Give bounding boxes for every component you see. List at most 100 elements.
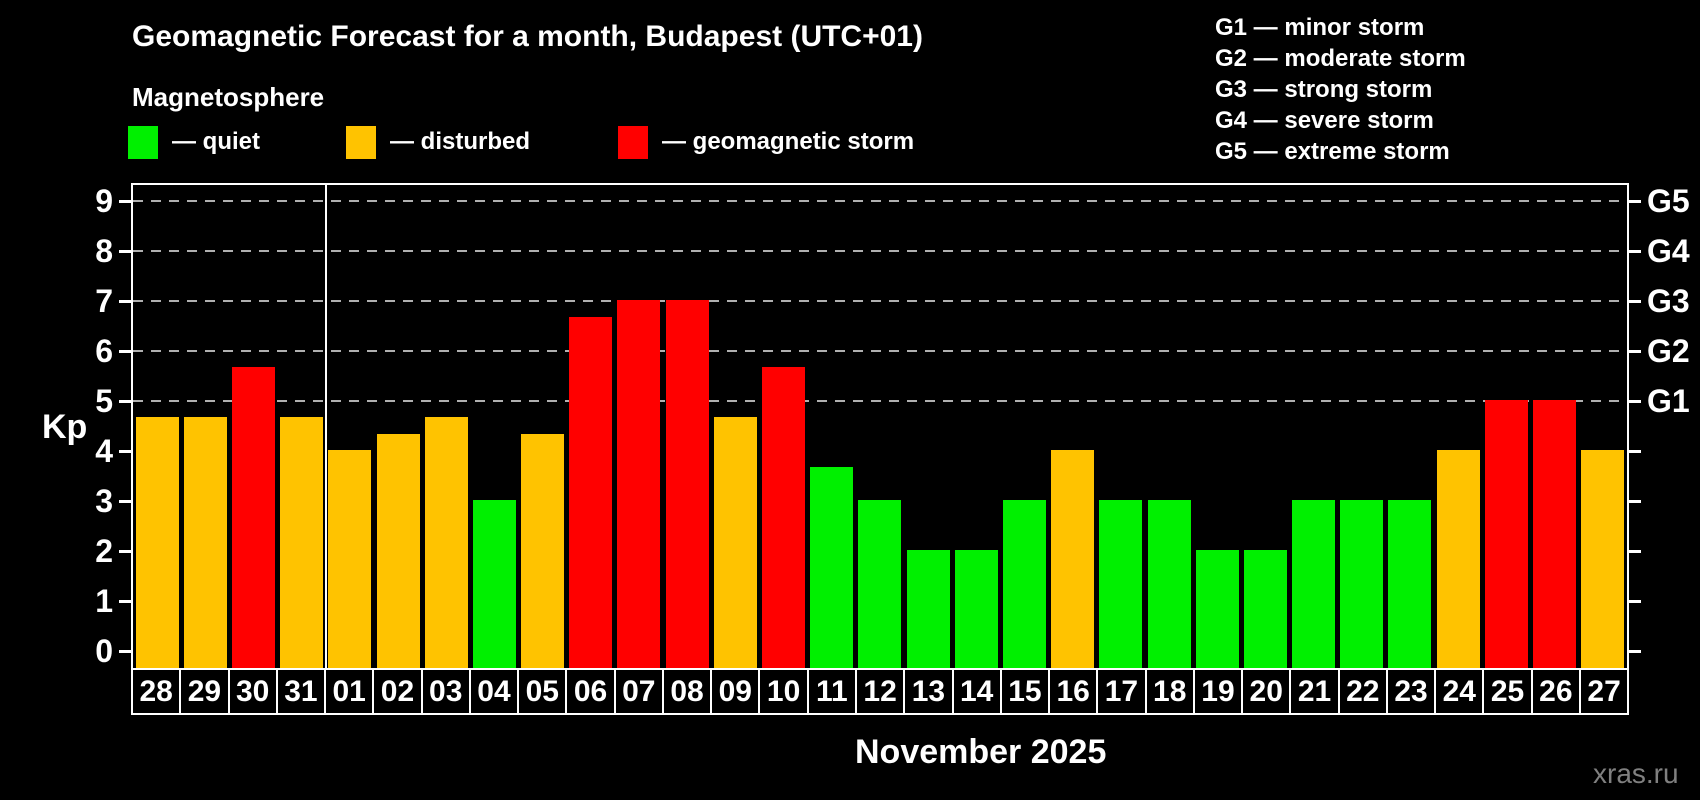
bar-slot-15	[1000, 185, 1048, 668]
bar-day-24	[1436, 450, 1480, 668]
day-cell-01: 01	[324, 668, 375, 715]
g-scale-line-g2: G2 — moderate storm	[1215, 45, 1466, 72]
bar-slot-21	[1290, 185, 1338, 668]
bar-slot-06	[567, 185, 615, 668]
left-tick-kp9	[119, 200, 131, 203]
bar-day-19	[1195, 550, 1239, 668]
legend-item-storm: — geomagnetic storm	[618, 124, 914, 160]
day-cell-11: 11	[806, 668, 857, 715]
left-tick-kp3	[119, 500, 131, 503]
g-scale-line-g1: G1 — minor storm	[1215, 14, 1425, 41]
y-tick-label-3: 3	[95, 483, 113, 519]
bar-day-01	[328, 450, 372, 668]
right-tick-kp9	[1629, 200, 1641, 203]
bar-slot-20	[1241, 185, 1289, 668]
bar-day-25	[1484, 400, 1528, 668]
day-cell-22: 22	[1337, 668, 1388, 715]
quiet-color-swatch	[128, 125, 158, 159]
bar-slot-11	[808, 185, 856, 668]
bar-day-06	[569, 316, 613, 668]
y-axis-title: Kp	[42, 408, 88, 446]
right-tick-kp8	[1629, 250, 1641, 253]
day-cell-10: 10	[758, 668, 809, 715]
gridline-kp8	[133, 250, 1627, 252]
bar-slot-24	[1434, 185, 1482, 668]
left-tick-kp5	[119, 400, 131, 403]
bars-container	[133, 185, 1627, 668]
right-tick-kp4	[1629, 450, 1641, 453]
day-cell-08: 08	[661, 668, 713, 715]
gridline-kp5	[133, 400, 1627, 402]
day-cell-05: 05	[517, 668, 568, 715]
bar-day-27	[1581, 450, 1625, 668]
bar-day-28	[135, 416, 179, 668]
day-cell-18: 18	[1144, 668, 1195, 715]
bar-slot-25	[1482, 185, 1530, 668]
day-cell-17: 17	[1096, 668, 1147, 715]
day-cell-24: 24	[1434, 668, 1485, 715]
day-cell-20: 20	[1241, 668, 1292, 715]
right-axis-label-g1: G1	[1647, 383, 1690, 419]
bar-day-04	[472, 500, 516, 668]
bar-slot-22	[1338, 185, 1386, 668]
bar-day-13	[906, 550, 950, 668]
gridline-kp7	[133, 300, 1627, 302]
left-tick-kp4	[119, 450, 131, 453]
right-tick-kp5	[1629, 400, 1641, 403]
day-cell-28: 28	[131, 668, 182, 715]
bar-slot-05	[519, 185, 567, 668]
left-tick-kp8	[119, 250, 131, 253]
bar-day-05	[521, 433, 565, 668]
bar-slot-30	[229, 185, 277, 668]
bar-day-22	[1340, 500, 1384, 668]
left-tick-kp6	[119, 350, 131, 353]
legend-label: — disturbed	[390, 128, 531, 155]
day-cell-06: 06	[565, 668, 616, 715]
bar-day-11	[810, 466, 854, 668]
day-cell-19: 19	[1192, 668, 1244, 715]
bar-day-08	[665, 300, 709, 668]
bar-day-21	[1292, 500, 1336, 668]
bar-slot-01	[326, 185, 374, 668]
bar-day-07	[617, 300, 661, 668]
bar-slot-29	[181, 185, 229, 668]
day-cell-04: 04	[468, 668, 520, 715]
bar-day-31	[280, 416, 324, 668]
bar-day-30	[231, 366, 275, 668]
bar-slot-14	[952, 185, 1000, 668]
legend-label: — quiet	[172, 128, 260, 155]
chart-subtitle: Magnetosphere	[132, 82, 325, 112]
y-tick-label-9: 9	[95, 183, 113, 219]
magnetosphere-legend: — quiet — disturbed — geomagnetic storm	[0, 124, 1100, 164]
day-cell-21: 21	[1289, 668, 1340, 715]
g-scale-line-g5: G5 — extreme storm	[1215, 138, 1450, 165]
left-tick-kp2	[119, 550, 131, 553]
day-cell-16: 16	[1048, 668, 1099, 715]
y-tick-label-7: 7	[95, 283, 113, 319]
legend-item-disturbed: — disturbed	[346, 124, 530, 160]
right-axis-label-g4: G4	[1647, 233, 1690, 269]
right-tick-kp2	[1629, 550, 1641, 553]
right-axis-label-g3: G3	[1647, 283, 1690, 319]
y-tick-label-0: 0	[95, 633, 113, 669]
y-tick-label-5: 5	[95, 383, 113, 419]
g-scale-line-g4: G4 — severe storm	[1215, 107, 1434, 134]
right-axis-label-g2: G2	[1647, 333, 1690, 369]
bar-day-10	[762, 366, 806, 668]
day-cell-02: 02	[372, 668, 423, 715]
month-divider-line	[324, 185, 327, 668]
y-tick-label-4: 4	[95, 433, 113, 469]
watermark: xras.ru	[1593, 758, 1679, 789]
day-cell-12: 12	[854, 668, 906, 715]
left-tick-kp0	[119, 650, 131, 653]
bar-day-03	[424, 416, 468, 668]
y-tick-label-8: 8	[95, 233, 113, 269]
right-axis-label-g5: G5	[1647, 183, 1690, 219]
bar-slot-03	[422, 185, 470, 668]
bar-day-18	[1147, 500, 1191, 668]
day-cell-03: 03	[420, 668, 471, 715]
day-cell-27: 27	[1578, 668, 1630, 715]
day-cell-26: 26	[1530, 668, 1581, 715]
day-cell-25: 25	[1482, 668, 1533, 715]
